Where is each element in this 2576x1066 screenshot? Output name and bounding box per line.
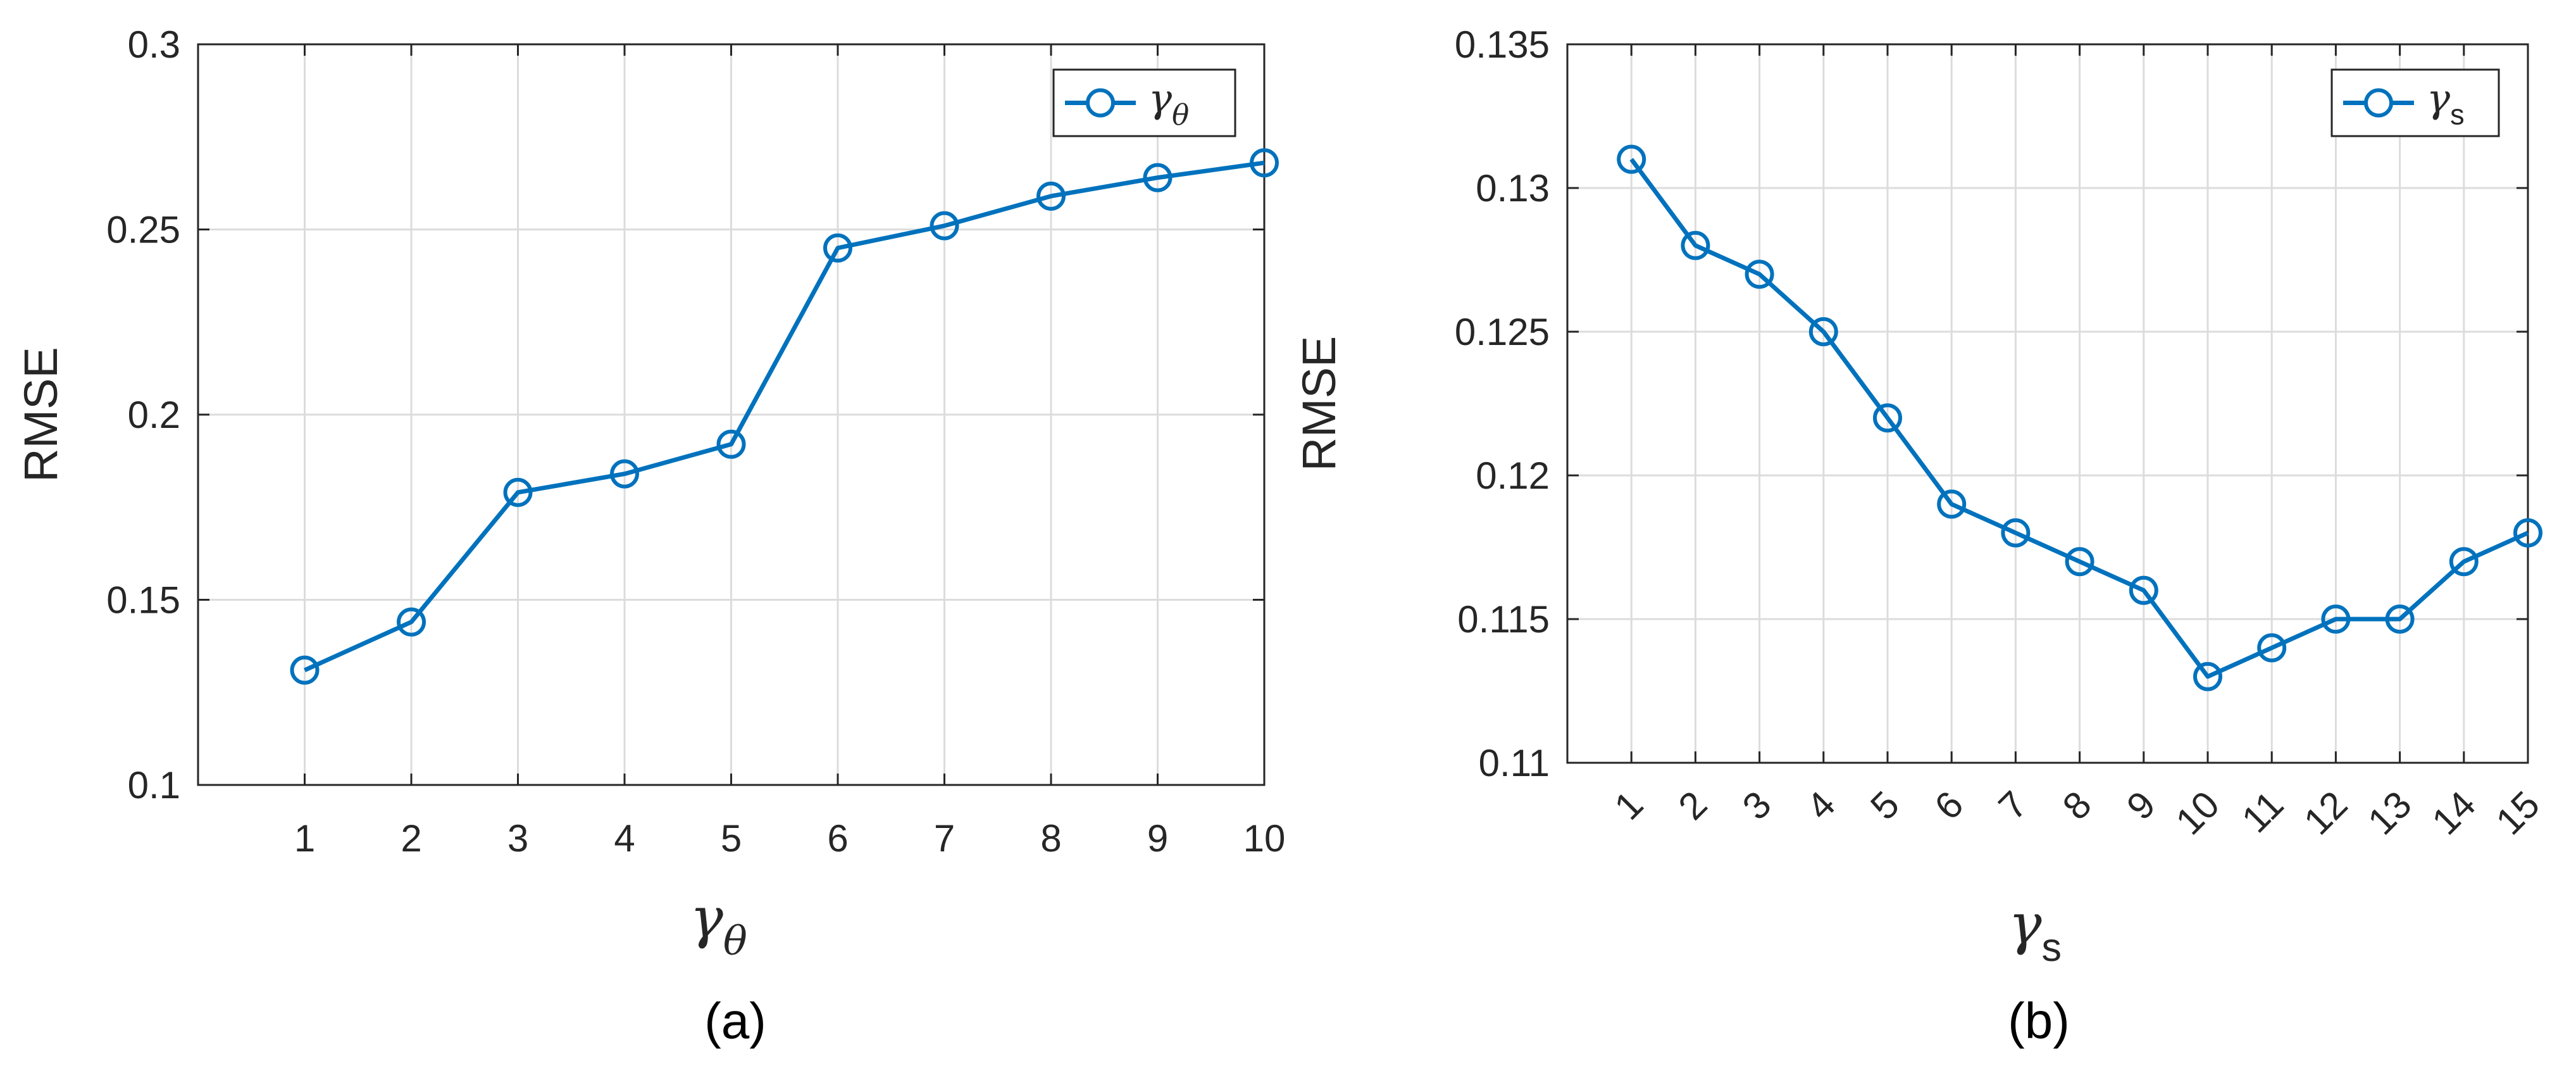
panel-a-x-axis-label-symbol: γ: [690, 885, 723, 950]
panel-b-data-point: [1808, 317, 1838, 346]
panel-a-xtick-label: 3: [507, 817, 528, 860]
panel-b-xtick-label: 4: [1798, 783, 1843, 828]
panel-b-data-point: [1681, 230, 1710, 260]
panel-b-data-point: [2129, 575, 2158, 605]
panel-a-data-point: [1143, 163, 1173, 192]
panel-b-data-point: [1873, 403, 1902, 433]
panel-b-xtick-label: 12: [2296, 783, 2356, 843]
panel-a-xtick-label: 7: [934, 817, 955, 860]
panel-b-legend-marker: [2364, 88, 2393, 118]
panel-a-ytick-label: 0.2: [128, 394, 180, 436]
panel-b-caption: (b): [2008, 993, 2070, 1049]
panel-a-xtick-label: 2: [401, 817, 421, 860]
panel-a-legend-label-subscript: θ: [1172, 98, 1189, 132]
panel-b-data-point: [2513, 518, 2542, 548]
panel-b-x-axis-label-symbol: γ: [2008, 891, 2042, 956]
panel-a-data-point: [610, 459, 639, 489]
panel-b-x-axis-label: γs: [2008, 891, 2062, 970]
panel-b-data-point: [2449, 547, 2479, 577]
panel-a-data-point: [930, 211, 959, 241]
panel-a-ytick-label: 0.3: [128, 23, 180, 66]
panel-a-xtick-label: 1: [294, 817, 315, 860]
panel-b-xtick-label: 6: [1926, 783, 1971, 828]
panel-b-data-point: [2193, 662, 2222, 691]
panel-b-data-point: [2001, 518, 2031, 548]
panel-b-xtick-label: 8: [2055, 783, 2100, 828]
panel-b-data-point: [1937, 489, 1967, 519]
panel-b-ytick-label: 0.125: [1455, 311, 1550, 353]
panel-b-data-point: [2257, 633, 2287, 663]
panel-a-y-axis-label: RMSE: [15, 347, 67, 482]
panel-a-data-point: [823, 233, 852, 263]
panel-b-x-axis-label-subscript: s: [2042, 925, 2062, 970]
panel-b-data-point: [1617, 144, 1646, 174]
panel-a-data-point: [1250, 148, 1279, 178]
panel-a-xtick-label: 9: [1147, 817, 1168, 860]
panel-a-x-axis-label-subscript: θ: [723, 918, 747, 964]
panel-a-series-line: [304, 160, 1265, 672]
panel-b-axes-box: [1566, 43, 2529, 764]
panel-a-legend-marker: [1086, 88, 1115, 118]
panel-a-xtick-label: 8: [1040, 817, 1061, 860]
panel-b-legend-label-subscript: s: [2450, 99, 2465, 131]
panel-b-legend-label: γs: [2427, 75, 2465, 131]
panel-b-data-point: [2065, 547, 2094, 577]
panel-a-legend-label-symbol: γ: [1148, 75, 1173, 122]
panel-b-data-point: [1745, 260, 1774, 289]
panel-a-data-point: [716, 429, 746, 459]
panel-b-xtick-label: 5: [1862, 783, 1907, 828]
panel-a-x-axis-label: γθ: [690, 885, 747, 964]
panel-a-legend-label: γθ: [1148, 75, 1189, 132]
panel-b-legend-label-symbol: γ: [2427, 75, 2451, 122]
panel-b-xtick-label: 14: [2424, 783, 2484, 843]
panel-a-ytick-label: 0.15: [106, 579, 180, 622]
panel-a-xtick-label: 10: [1243, 817, 1286, 860]
panel-b-ytick-label: 0.11: [1479, 742, 1550, 784]
panel-b-xtick-label: 10: [2168, 783, 2228, 843]
panel-b-xtick-label: 11: [2234, 783, 2291, 841]
panel-a-legend: γθ: [1052, 68, 1236, 137]
panel-a-xtick-label: 6: [827, 817, 848, 860]
panel-b-data-point: [2321, 605, 2351, 634]
panel-b-ytick-label: 0.12: [1476, 455, 1550, 497]
panel-b-ytick-label: 0.135: [1455, 23, 1550, 66]
panel-b-y-axis-label: RMSE: [1293, 336, 1345, 472]
panel-a-ytick-label: 0.1: [128, 764, 180, 806]
panel-a-ytick-label: 0.25: [106, 209, 180, 251]
panel-b-plot-area: [1567, 44, 2528, 763]
panel-b-ytick-label: 0.115: [1457, 598, 1550, 641]
panel-b-series-line: [1629, 158, 2529, 679]
panel-b-xtick-label: 3: [1734, 783, 1779, 828]
panel-b-data-point: [2385, 605, 2415, 634]
panel-a-data-point: [503, 477, 533, 507]
panel-b-xtick-label: 13: [2360, 783, 2420, 843]
panel-b-legend: γs: [2330, 68, 2500, 137]
panel-a-data-point: [1036, 181, 1066, 211]
panel-b-xtick-label: 7: [1991, 783, 2036, 828]
panel-b-ytick-label: 0.13: [1476, 167, 1550, 210]
panel-a-xtick-label: 5: [721, 817, 742, 860]
panel-b-xtick-label: 9: [2119, 783, 2163, 828]
panel-a-xtick-label: 4: [614, 817, 635, 860]
panel-b-xtick-label: 1: [1606, 783, 1651, 828]
panel-a-data-point: [290, 655, 320, 685]
panel-a-caption: (a): [704, 993, 766, 1049]
panel-b-xtick-label: 15: [2488, 783, 2548, 843]
panel-a-data-point: [397, 607, 426, 637]
panel-b-xtick-label: 2: [1671, 783, 1715, 828]
